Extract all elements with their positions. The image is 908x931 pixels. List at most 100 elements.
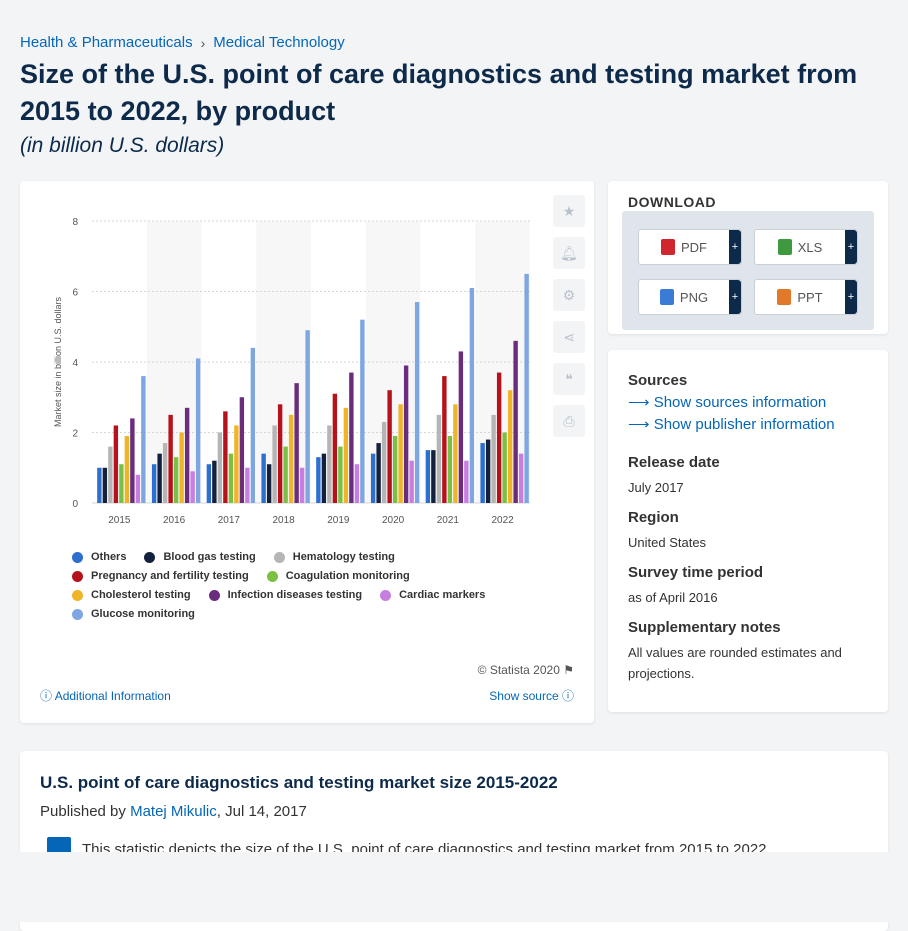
x-tick-label: 2018	[273, 515, 296, 526]
share-icon[interactable]: ⋖	[553, 321, 585, 353]
bar	[518, 453, 524, 503]
plus-icon: +	[845, 280, 857, 314]
pdf-file-icon	[661, 239, 675, 255]
bar	[376, 443, 381, 503]
download-ppt-button[interactable]: PPT +	[754, 279, 858, 315]
additional-info-label: Additional Information	[54, 689, 171, 703]
supplementary-value: All values are rounded estimates and pro…	[628, 645, 842, 681]
legend-item[interactable]: Pregnancy and fertility testing	[72, 570, 249, 582]
region-section: Region United States	[628, 509, 868, 553]
download-xls-button[interactable]: XLS +	[754, 229, 858, 265]
bar	[261, 453, 266, 503]
bell-icon[interactable]: 🔔︎	[553, 237, 585, 269]
bar	[453, 404, 458, 503]
legend-swatch-icon	[266, 570, 278, 582]
survey-value: as of April 2016	[628, 590, 718, 605]
page-subtitle: (in billion U.S. dollars)	[20, 134, 225, 157]
x-tick-label: 2022	[492, 515, 515, 526]
xls-file-icon	[777, 239, 792, 255]
bar	[305, 330, 310, 503]
bar	[502, 432, 507, 503]
arrow-right-icon: ⟶	[628, 394, 650, 411]
bar	[283, 446, 288, 503]
sources-section: Sources ⟶ Show sources information ⟶ Sho…	[628, 372, 868, 433]
legend-label: Blood gas testing	[163, 551, 256, 563]
description-title: U.S. point of care diagnostics and testi…	[40, 773, 558, 792]
bar	[141, 376, 146, 503]
legend-swatch-icon	[72, 570, 83, 582]
breadcrumb-separator-icon: ›	[200, 34, 206, 51]
breadcrumb-link-medtech[interactable]: Medical Technology	[213, 34, 345, 51]
download-png-button[interactable]: PNG +	[638, 279, 742, 315]
plus-icon: +	[845, 230, 857, 264]
sources-heading: Sources	[628, 372, 688, 389]
chart-toolbar: ★ 🔔︎ ⚙ ⋖ ❝ ⎙	[553, 195, 585, 437]
star-icon[interactable]: ★	[553, 195, 585, 227]
bar	[387, 390, 392, 503]
info-icon: ⓘ	[561, 689, 574, 703]
legend-swatch-icon	[144, 551, 156, 563]
info-icon: ⓘ	[40, 689, 53, 703]
bar	[212, 460, 217, 503]
bar	[299, 467, 305, 503]
ppt-file-icon	[777, 289, 792, 305]
bar	[332, 393, 338, 503]
region-value: United States	[628, 535, 707, 550]
supplementary-section: Supplementary notes All values are round…	[628, 619, 868, 684]
author-link[interactable]: Matej Mikulic	[130, 803, 217, 820]
bar-chart: 0 2 4 6 8 Market size in billion U.S. dollars…	[53, 217, 530, 526]
breadcrumb-link-health[interactable]: Health & Pharmaceuticals	[20, 34, 193, 51]
bar	[431, 450, 436, 503]
survey-heading: Survey time period	[628, 564, 764, 581]
show-publisher-link[interactable]: ⟶ Show publisher information	[628, 415, 868, 433]
x-tick-label: 2019	[327, 515, 350, 526]
legend-swatch-icon	[72, 608, 83, 620]
legend-row: Pregnancy and fertility testing Coagulati…	[72, 570, 542, 582]
bar	[124, 436, 130, 503]
bar	[491, 414, 496, 503]
release-value: July 2017	[628, 480, 684, 495]
bar	[113, 425, 119, 503]
bar	[294, 383, 299, 503]
show-sources-label: Show sources information	[653, 394, 827, 411]
legend-item[interactable]: Coagulation monitoring	[266, 570, 410, 582]
bar	[496, 372, 502, 503]
bar	[206, 464, 212, 503]
legend-item[interactable]: Glucose monitoring	[72, 608, 195, 620]
quote-icon[interactable]: ❝	[553, 363, 585, 395]
show-sources-link[interactable]: ⟶ Show sources information	[628, 393, 868, 411]
legend-item[interactable]: Hematology testing	[273, 551, 395, 563]
gear-icon[interactable]: ⚙	[553, 279, 585, 311]
bar	[381, 421, 387, 503]
legend-item[interactable]: Blood gas testing	[144, 551, 256, 563]
legend-item[interactable]: Cardiac markers	[380, 589, 485, 601]
bar	[469, 287, 475, 503]
bar	[349, 372, 354, 503]
bar	[173, 457, 179, 503]
legend-label: Hematology testing	[292, 551, 395, 563]
survey-section: Survey time period as of April 2016	[628, 564, 868, 608]
y-tick-label: 0	[72, 499, 78, 510]
legend-row: Cholesterol testing Infection diseases te…	[72, 589, 542, 601]
bar	[190, 471, 195, 503]
legend-item[interactable]: Others	[72, 551, 126, 563]
x-tick-label: 2015	[108, 515, 131, 526]
legend-label: Pregnancy and fertility testing	[91, 570, 249, 582]
legend-item[interactable]: Infection diseases testing	[208, 589, 362, 601]
bar	[442, 376, 447, 503]
bar	[272, 425, 277, 503]
region-heading: Region	[628, 509, 679, 526]
flag-icon[interactable]: ⚑	[563, 663, 574, 677]
plus-icon: +	[729, 230, 741, 264]
y-tick-label: 6	[72, 288, 78, 299]
legend-item[interactable]: Cholesterol testing	[72, 589, 191, 601]
additional-info-link[interactable]: ⓘ Additional Information	[40, 687, 171, 704]
statistic-details-card: Sources ⟶ Show sources information ⟶ Sho…	[608, 350, 888, 712]
bar	[266, 464, 272, 503]
show-source-link[interactable]: Show source ⓘ	[489, 687, 574, 704]
bar	[425, 450, 431, 503]
download-pdf-button[interactable]: PDF +	[638, 229, 742, 265]
bar	[480, 443, 485, 503]
bar	[485, 439, 491, 503]
print-icon[interactable]: ⎙	[553, 405, 585, 437]
